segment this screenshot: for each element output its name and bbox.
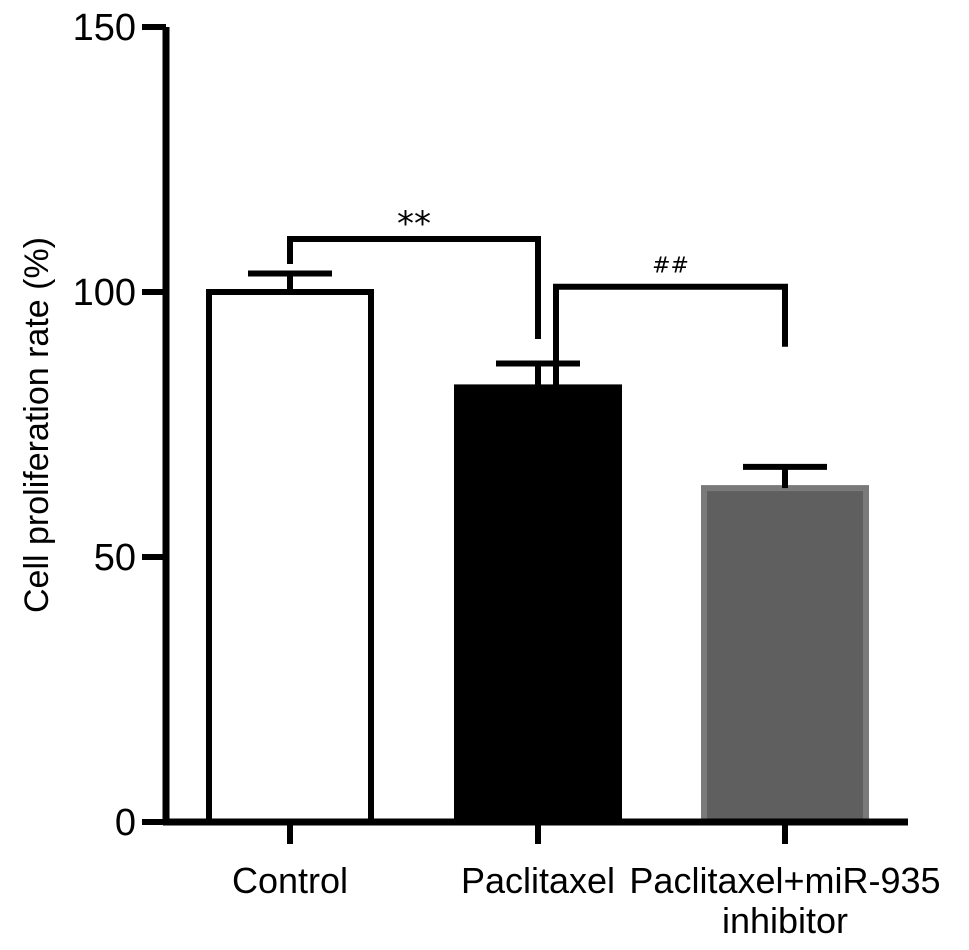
x-tick-label-2-line-1: inhibitor: [722, 900, 848, 941]
y-axis-title: Cell proliferation rate (%): [18, 237, 56, 613]
x-tick-label-2-line-0: Paclitaxel+miR-935: [629, 860, 940, 901]
bar-2: [701, 485, 869, 825]
y-tick-label-50: 50: [94, 537, 136, 579]
significance-label-1: ##: [652, 254, 689, 279]
significance-bracket-1: [553, 283, 788, 387]
x-tick-label-0: Control: [232, 860, 348, 901]
significance-label-0: **: [397, 204, 431, 244]
y-tick-label-0: 0: [115, 802, 136, 844]
significance-bracket-0: [287, 236, 541, 339]
y-tick-label-150: 150: [73, 7, 136, 49]
y-tick-label-100: 100: [73, 272, 136, 314]
bar-1: [454, 384, 622, 825]
x-tick-label-1: Paclitaxel: [461, 860, 615, 901]
bar-0: [206, 289, 374, 825]
plot-area: 0 50 100 150 Control Paclitaxel Paclitaxel+miR…: [73, 7, 941, 941]
